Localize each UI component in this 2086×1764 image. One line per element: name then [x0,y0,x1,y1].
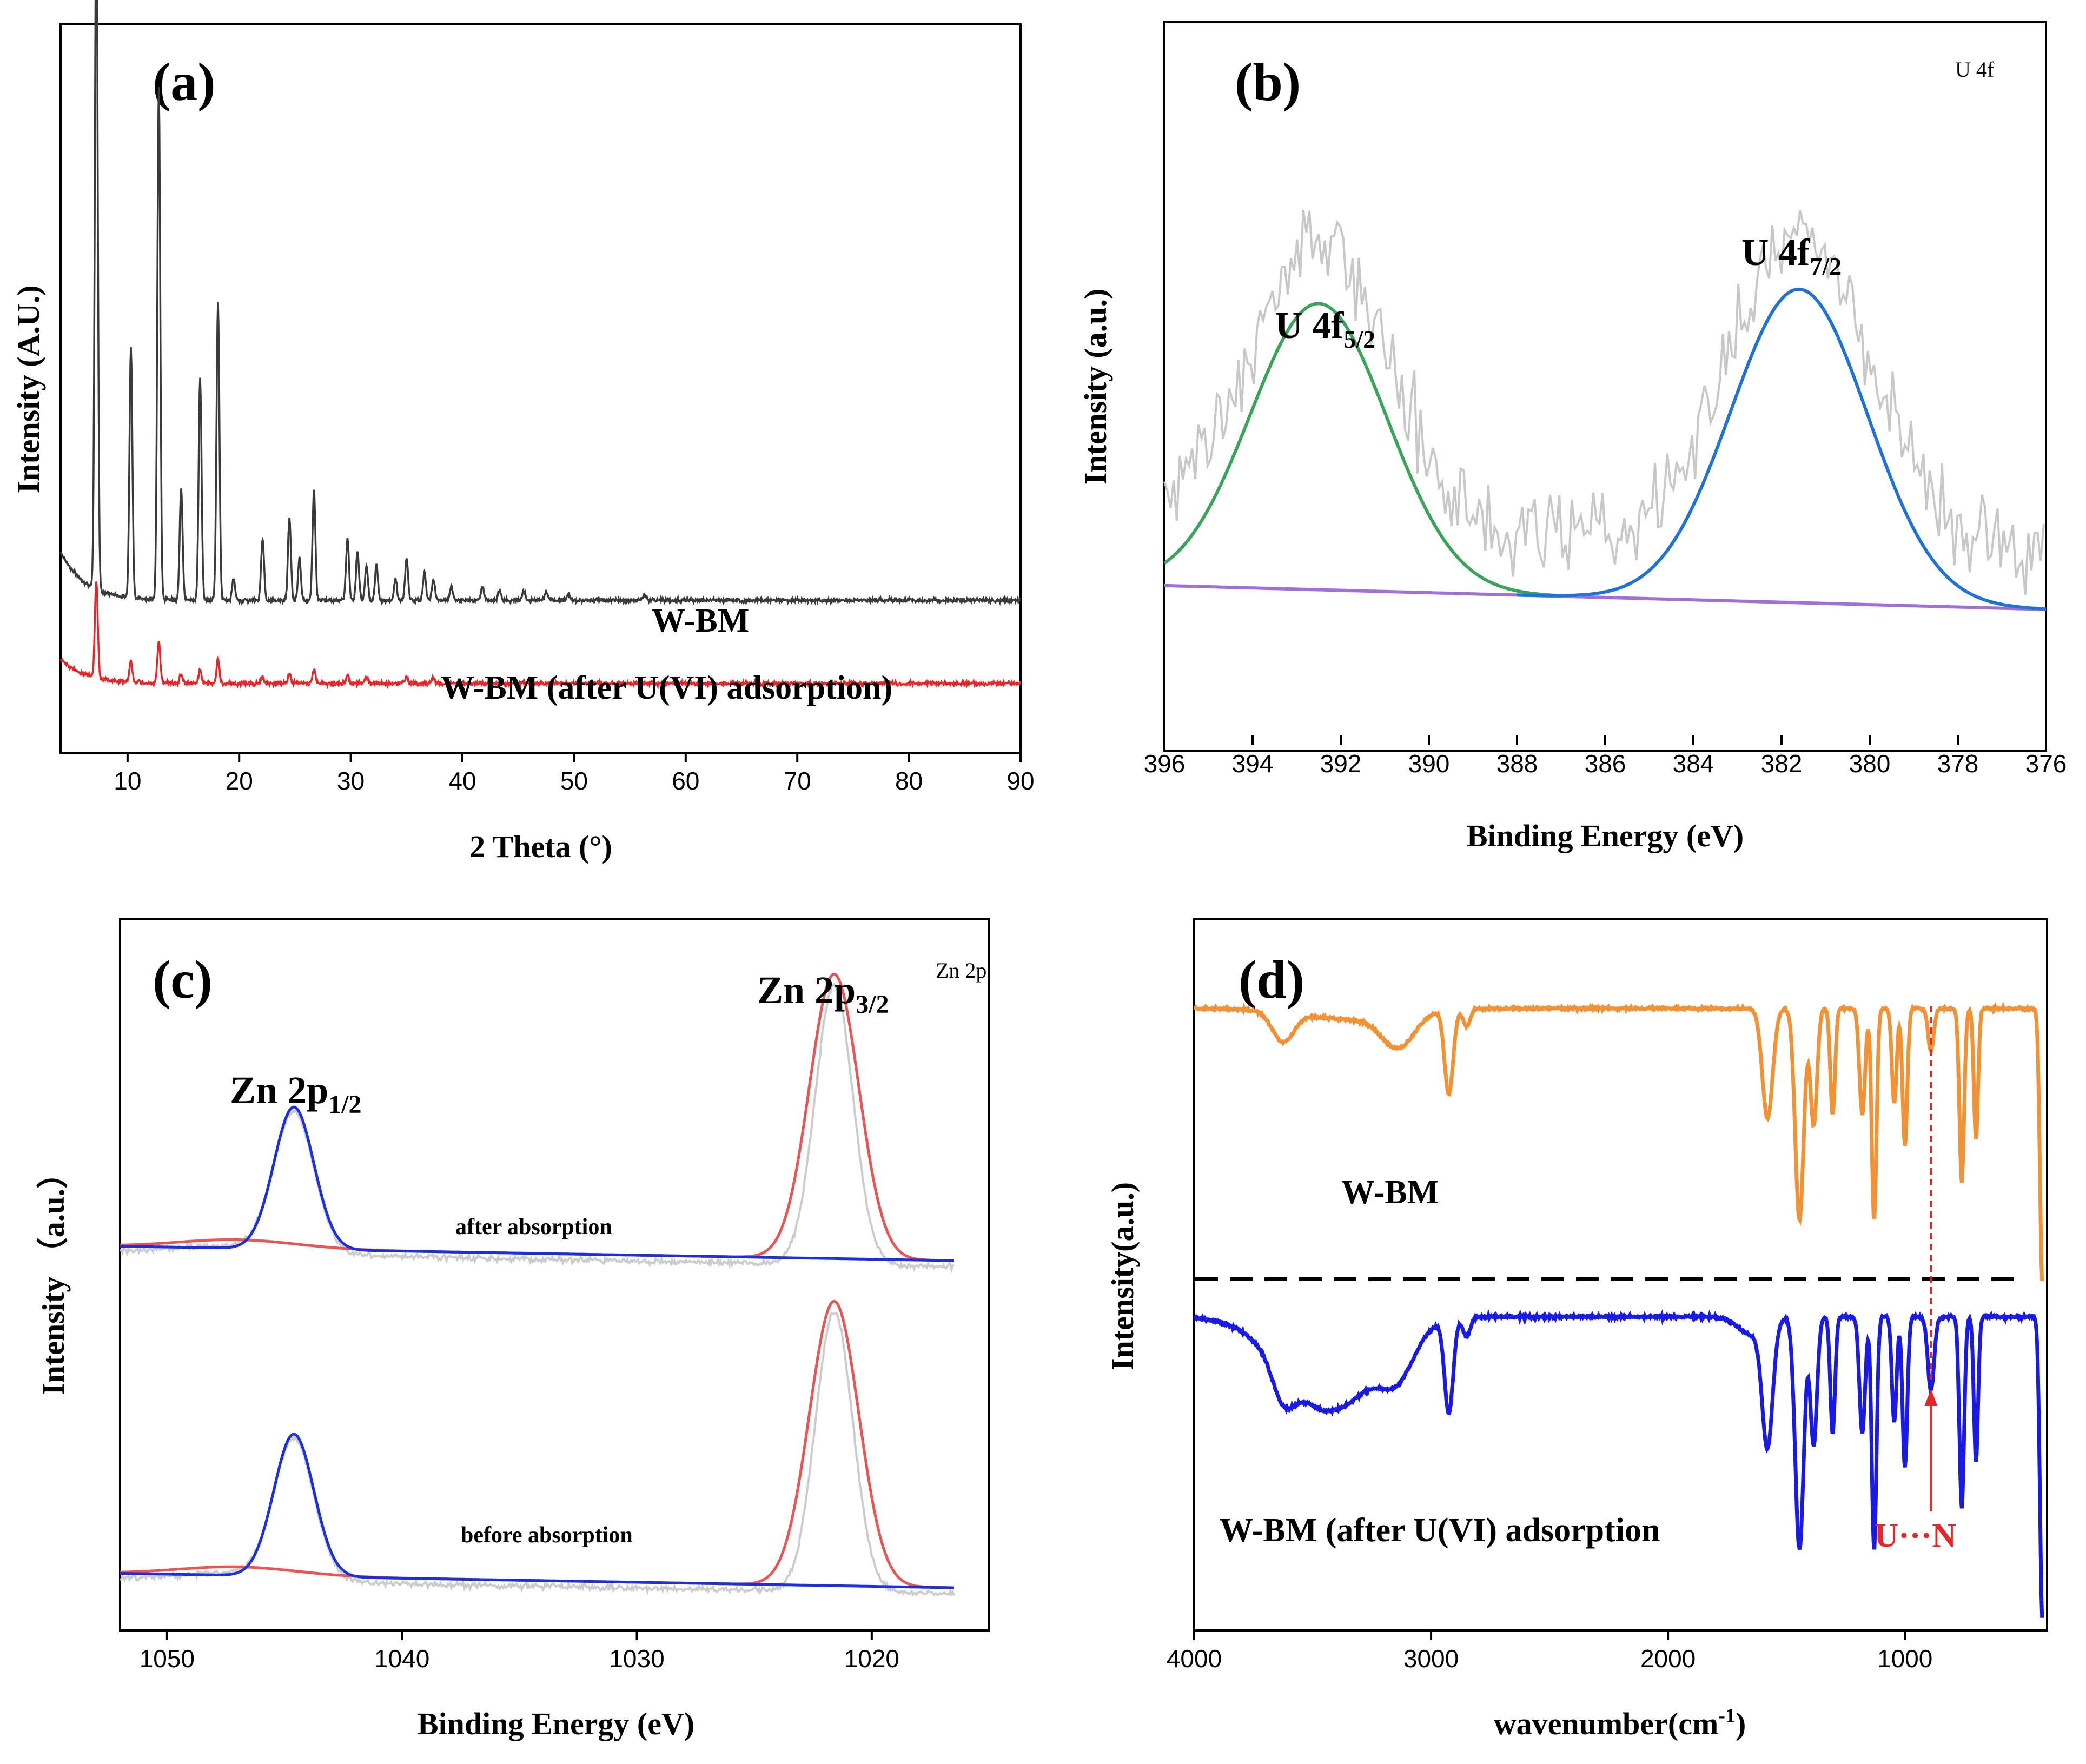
panel-c-peak-label-2p32: Zn 2p3/2 [757,969,889,1019]
panel-d-series-label-w-bm: W-BM [1341,1174,1439,1211]
panel-b-label: (b) [1235,52,1301,112]
tick-label: 1050 [140,1644,195,1673]
panel-d-x-label: wavenumber(cm-1) [1494,1705,1746,1741]
panel-c-blue-before [120,1433,954,1589]
panel-c-corner-note: Zn 2p [936,958,986,983]
panel-c-y-label: Intensity （a.u.） [36,1157,71,1395]
panel-a-x-label: 2 Theta (°) [469,829,612,864]
panel-d-label: (d) [1239,950,1304,1010]
tick-label: 10 [114,767,141,795]
panel-a-y-label: Intensity (A.U.) [11,285,46,493]
panel-a-series-label-w-bm: W-BM [652,602,749,639]
tick-label: 50 [560,767,588,795]
panel-d-arrow-head [1924,1389,1938,1406]
tick-label: 20 [226,767,253,795]
panel-d-y-label: Intensity(a.u.) [1105,1182,1140,1370]
tick-label: 384 [1673,750,1714,778]
panel-d-frame [1193,918,2048,1632]
panel-c-x-label: Binding Energy (eV) [418,1706,694,1741]
panel-b-peak-label-4f52: U 4f5/2 [1275,305,1375,353]
tick-label: 390 [1408,750,1450,778]
panel-b-corner-note: U 4f [1955,57,1995,82]
tick-label: 2000 [1640,1644,1696,1673]
tick-label: 4000 [1167,1644,1222,1673]
tick-label: 388 [1496,750,1538,778]
panel-c-series-label-after: after absorption [455,1215,612,1239]
panel-b-fit-4f52 [1163,302,1559,598]
panel-d-series-label-after: W-BM (after U(VI) adsorption [1220,1512,1660,1549]
panel-b-frame [1163,21,2047,752]
panel-d-series-after [1193,1309,2044,1618]
panel-a-series-w-bm [59,0,1022,606]
tick-label: 382 [1761,750,1803,778]
panel-d-series-w-bm [1193,1001,2044,1281]
panel-b-background [1164,583,2047,611]
panel-a-label: (a) [153,52,216,112]
panel-b-raw-spectrum [1163,210,2045,595]
panel-c-peak-label-2p12: Zn 2p1/2 [230,1069,361,1119]
panel-b-x-ticks: 396 394 392 390 388 386 384 382 380 378 376 [1144,735,2067,778]
panel-a: (a) W-BM W-BM (after U(VI) adsorption) 1… [11,0,1035,864]
tick-label: 380 [1849,750,1891,778]
tick-label: 3000 [1403,1644,1459,1673]
tick-label: 80 [895,767,923,795]
tick-label: 378 [1937,750,1979,778]
panel-c-series-label-before: before absorption [461,1523,633,1548]
tick-label: 1040 [374,1644,429,1673]
tick-label: 376 [2025,750,2067,778]
panel-b: (b) U 4f U 4f5/2 U 4f7/2 396 394 392 390 388… [1078,21,2067,853]
panel-b-fit-4f72 [1517,287,2047,611]
panel-a-frame [59,23,1022,754]
panel-a-x-ticks: 10 20 30 40 50 60 70 80 90 [114,753,1035,795]
panel-c-blue-after [120,1105,954,1262]
tick-label: 392 [1320,750,1362,778]
panel-c-raw-before [120,1311,955,1597]
tick-label: 30 [337,767,365,795]
panel-c: (c) Zn 2p Zn 2p1/2 Zn 2p3/2 after absorp… [36,918,990,1741]
panel-a-series-label-after: W-BM (after U(VI) adsorption) [441,669,892,706]
tick-label: 1000 [1877,1644,1932,1673]
tick-label: 90 [1006,767,1034,795]
tick-label: 386 [1585,750,1626,778]
panel-b-y-label: Intensity (a.u.) [1078,289,1113,485]
panel-c-label: (c) [153,950,213,1010]
panel-d: (d) W-BM W-BM (after U(VI) adsorption U·… [1105,918,2048,1741]
panel-c-x-ticks: 1050 1040 1030 1020 [140,1630,899,1673]
tick-label: 40 [448,767,476,795]
panel-d-annotation-u-n: U···N [1874,1517,1956,1554]
tick-label: 1030 [609,1644,664,1673]
panel-d-x-ticks: 4000 3000 2000 1000 [1167,1630,1932,1673]
tick-label: 60 [672,767,699,795]
tick-label: 396 [1144,750,1186,778]
panel-b-x-label: Binding Energy (eV) [1467,818,1744,853]
tick-label: 394 [1232,750,1274,778]
panel-a-series-after [59,581,1022,690]
tick-label: 1020 [844,1644,899,1673]
panel-b-peak-label-4f72: U 4f7/2 [1741,232,1842,280]
panel-c-frame [119,918,990,1632]
tick-label: 70 [784,767,811,795]
